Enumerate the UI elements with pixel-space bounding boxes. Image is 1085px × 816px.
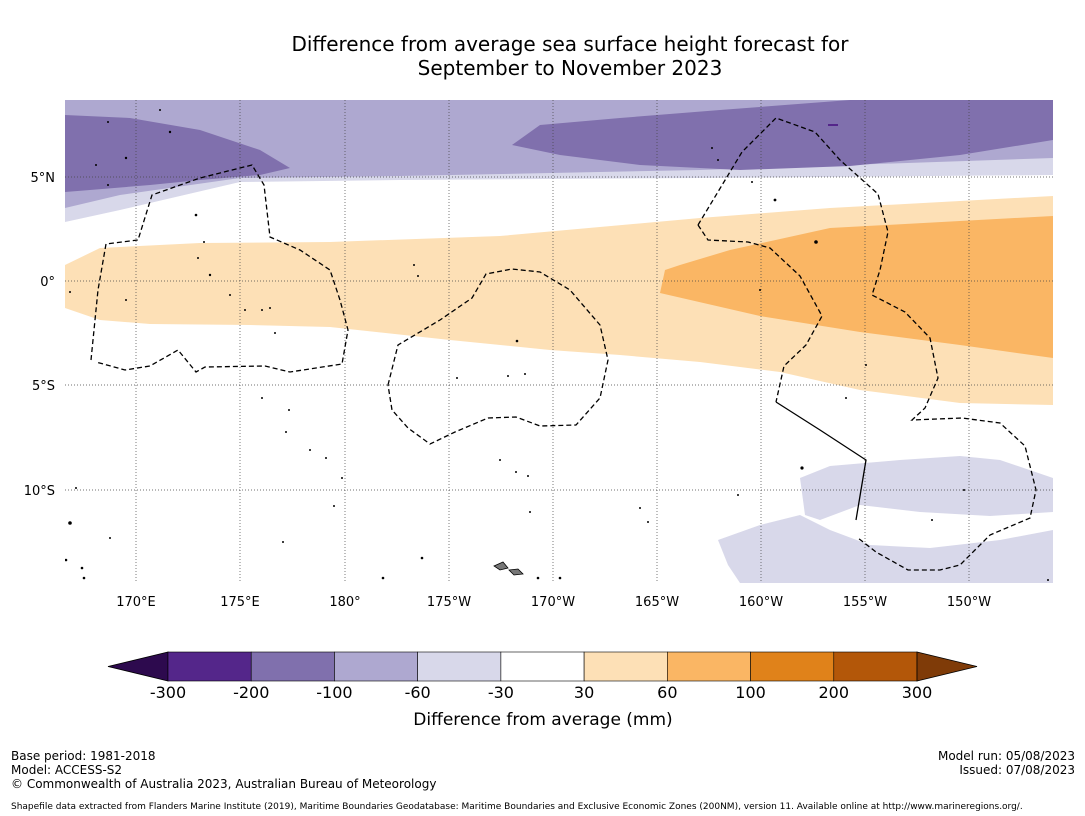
model-run: Model run: 05/08/2023 <box>937 749 1075 763</box>
eez-solid-boundary <box>775 401 867 521</box>
base-period: Base period: 1981-2018 <box>11 749 156 763</box>
eez-boundaries <box>90 117 1037 571</box>
eez-kiribati-gilbert <box>90 164 349 373</box>
issued-date: Issued: 07/08/2023 <box>959 763 1075 777</box>
small-anomaly-patch <box>828 124 838 126</box>
lon-axis: 170°E 175°E 180° 175°W 170°W 165°W 160°W… <box>116 595 991 610</box>
map-gridlines <box>65 100 1053 583</box>
colorbar-swatch <box>250 651 335 682</box>
colorbar-tick-label: -300 <box>150 683 186 702</box>
lon-label: 155°W <box>843 595 887 610</box>
lon-label: 170°W <box>531 595 575 610</box>
lat-label: 10°S <box>24 484 55 499</box>
colorbar-extend-low <box>107 651 169 682</box>
colorbar-tick-label: 30 <box>574 683 594 702</box>
eez-line-islands <box>697 117 1037 571</box>
lon-label: 160°W <box>739 595 783 610</box>
lat-label: 5°S <box>32 379 55 394</box>
footer-right: Model run: 05/08/2023 Issued: 07/08/2023 <box>938 749 1075 777</box>
samoa-island-2 <box>508 568 524 576</box>
colorbar-tick-label: 300 <box>902 683 933 702</box>
lon-label: 175°W <box>427 595 471 610</box>
lon-label: 165°W <box>635 595 679 610</box>
title-line-1: Difference from average sea surface heig… <box>291 32 849 56</box>
lat-label: 5°N <box>31 171 56 186</box>
band-minus-30-to-60-south-a <box>800 456 1053 520</box>
colorbar-tick-label: 200 <box>819 683 850 702</box>
colorbar-tick-label: 60 <box>657 683 677 702</box>
map-plot-area <box>65 100 1053 583</box>
lat-label: 0° <box>40 275 55 290</box>
colorbar-title: Difference from average (mm) <box>413 710 672 730</box>
islands <box>65 109 1049 581</box>
colorbar-tick-label: -60 <box>405 683 431 702</box>
band-minus-100-to-200-east <box>512 100 1053 170</box>
eez-tokelau-samoa <box>387 268 609 445</box>
chart-title: Difference from average sea surface heig… <box>0 32 1085 80</box>
lon-label: 175°E <box>220 595 260 610</box>
colorbar: -300 -200 -100 -60 -30 30 60 100 200 300 <box>107 651 978 702</box>
colorbar-tick-label: -30 <box>488 683 514 702</box>
eez-line-islands-west <box>697 224 823 403</box>
colorbar-swatch <box>167 651 252 682</box>
lon-label: 150°W <box>947 595 991 610</box>
colorbar-tick-label: -200 <box>233 683 269 702</box>
colorbar-swatch <box>500 651 585 682</box>
model-name: Model: ACCESS-S2 <box>11 763 123 777</box>
samoa-island-1 <box>493 561 509 571</box>
colorbar-swatch <box>833 651 918 682</box>
colorbar-swatch <box>417 651 502 682</box>
band-minus-100-to-200-west <box>65 115 290 192</box>
colorbar-tick-label: 100 <box>735 683 766 702</box>
colorbar-swatch <box>750 651 835 682</box>
lat-axis: 5°N 0° 5°S 10°S <box>24 171 55 499</box>
band-plus-60-to-100 <box>660 216 1053 358</box>
copyright: © Commonwealth of Australia 2023, Austra… <box>11 777 437 791</box>
colorbar-swatch <box>583 651 668 682</box>
colorbar-swatch <box>334 651 418 682</box>
colorbar-swatch <box>667 651 751 682</box>
lon-label: 170°E <box>116 595 156 610</box>
colorbar-tick-label: -100 <box>316 683 352 702</box>
colorbar-extend-high <box>916 651 978 682</box>
lon-label: 180° <box>329 595 360 610</box>
title-line-2: September to November 2023 <box>417 56 723 80</box>
shapefile-credit: Shapefile data extracted from Flanders M… <box>11 802 1023 812</box>
footer-left: Base period: 1981-2018 Model: ACCESS-S2 … <box>11 749 436 791</box>
